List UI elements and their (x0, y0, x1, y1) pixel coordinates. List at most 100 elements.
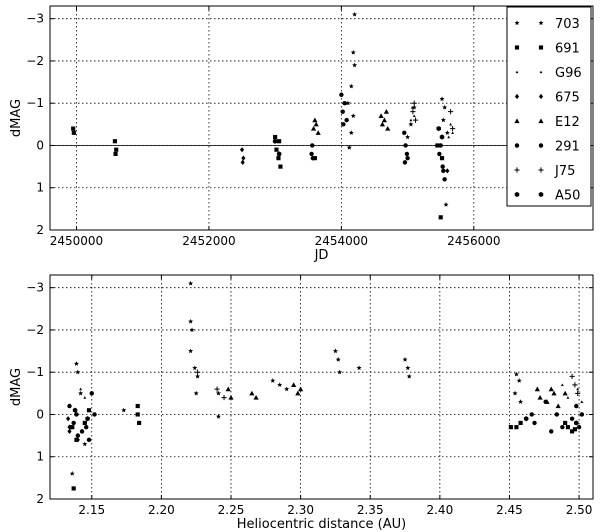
data-point (565, 425, 571, 430)
data-point (284, 386, 290, 392)
data-point (438, 143, 443, 148)
data-point (518, 420, 523, 426)
x-tick-label: 2.50 (566, 503, 593, 517)
data-point (569, 416, 575, 421)
legend-marker (538, 93, 544, 100)
data-point (411, 100, 417, 106)
plot-frame (49, 5, 594, 231)
panel-heliocentric-distance: 2.15 2.20 2.25 2.30 2.35 2.40 2.45 2.50 −3 −2 −1 0 1… (9, 274, 594, 532)
data-point (554, 412, 560, 417)
y-tick-label: −3 (26, 12, 44, 26)
data-point (276, 151, 282, 157)
data-point (405, 134, 411, 140)
legend-marker (539, 70, 543, 74)
data-point (518, 399, 524, 404)
data-point (385, 125, 391, 131)
legend-item-J75: J75 (514, 164, 575, 179)
legend-marker (514, 167, 520, 173)
x-tick-label: 2452000 (182, 234, 235, 248)
legend-marker (514, 20, 520, 26)
data-point (188, 280, 194, 286)
data-point (529, 412, 534, 417)
series-A50 (272, 125, 445, 157)
legend-marker (514, 45, 520, 50)
data-point (272, 138, 278, 144)
data-point (444, 130, 450, 135)
data-point (346, 144, 352, 150)
data-point (310, 143, 315, 148)
data-point (86, 408, 92, 413)
data-point (83, 396, 87, 399)
data-point (82, 420, 87, 426)
data-point (188, 318, 194, 324)
data-point (313, 121, 319, 127)
legend-label: A50 (555, 189, 580, 204)
data-point (572, 382, 578, 388)
data-point (514, 425, 519, 430)
series-J75 (410, 100, 456, 132)
data-point (291, 382, 297, 387)
data-point (73, 361, 79, 366)
y-tick-label: −2 (26, 54, 44, 68)
y-tick-label: 1 (36, 181, 44, 195)
data-point (534, 386, 540, 392)
data-point (337, 369, 343, 375)
x-axis-label: JD (314, 248, 329, 263)
data-point (310, 155, 316, 161)
data-point (295, 390, 301, 396)
data-point (555, 403, 561, 409)
data-point (71, 420, 76, 426)
series-291 (67, 391, 585, 443)
data-point (409, 118, 413, 122)
data-point (404, 151, 410, 157)
plot-area (50, 6, 593, 230)
data-point (574, 403, 579, 409)
data-point (276, 156, 281, 161)
data-point (240, 159, 245, 165)
data-point (221, 394, 227, 401)
data-point (438, 215, 443, 220)
data-point (402, 130, 407, 136)
legend-marker (514, 191, 520, 198)
x-tick-label: 2.25 (218, 503, 245, 517)
data-point (513, 371, 519, 377)
data-point (442, 104, 448, 110)
data-point (383, 109, 389, 114)
plot-area (50, 275, 593, 499)
data-point (348, 130, 354, 135)
x-tick-label: 2.20 (148, 503, 175, 517)
series-E12 (225, 382, 568, 409)
data-point (576, 387, 580, 391)
data-point (135, 412, 140, 417)
data-point (137, 420, 142, 426)
data-point (189, 327, 195, 333)
x-tick-label: 2.35 (357, 503, 384, 517)
data-point (562, 390, 568, 396)
data-point (437, 151, 442, 157)
data-point (402, 160, 408, 165)
data-point (378, 113, 384, 118)
legend-marker (538, 45, 544, 50)
data-point (335, 356, 341, 362)
y-axis-label: dMAG (9, 368, 24, 406)
data-point (79, 429, 85, 434)
data-point (440, 164, 445, 169)
y-tick-label: −2 (26, 323, 44, 337)
data-point (512, 390, 518, 396)
data-point (315, 130, 321, 135)
legend-label: 703 (555, 17, 580, 32)
x-tick-label: 2454000 (315, 234, 368, 248)
data-point (216, 390, 221, 396)
y-tick-label: 0 (36, 138, 44, 152)
legend-marker (538, 20, 544, 26)
data-point (563, 420, 568, 426)
data-point (194, 369, 201, 375)
legend-label: E12 (555, 115, 580, 130)
data-point (71, 130, 76, 135)
data-point (410, 106, 414, 109)
data-point (66, 416, 71, 422)
y-tick-label: −1 (26, 365, 44, 379)
legend-label: J75 (554, 164, 575, 179)
data-point (332, 348, 338, 354)
data-point (445, 168, 450, 174)
